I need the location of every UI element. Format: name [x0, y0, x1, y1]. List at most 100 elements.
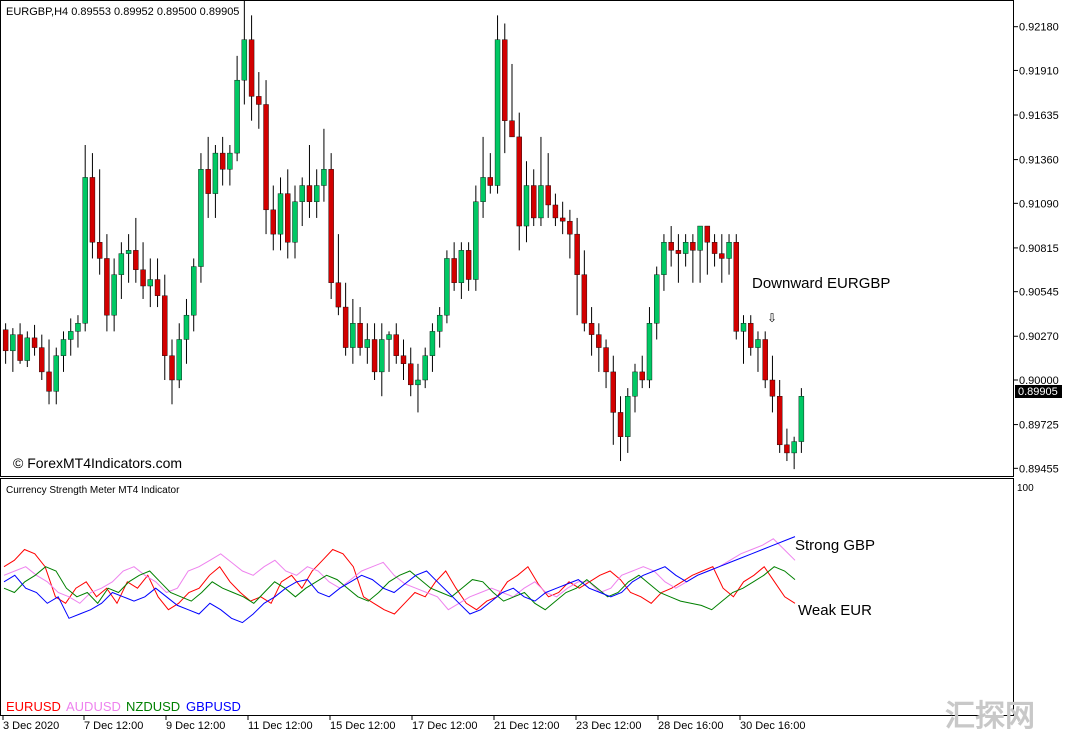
strength-line-gbpusd: [3, 536, 796, 624]
indicator-top-label: 100: [1017, 483, 1034, 494]
time-tick-label: 11 Dec 12:00: [248, 720, 313, 732]
candle-body: [248, 39, 255, 97]
candle-body: [285, 193, 291, 243]
candle-body: [617, 412, 624, 437]
candle-body: [89, 177, 96, 243]
candle-body: [668, 242, 674, 251]
time-tick-label: 3 Dec 2020: [3, 720, 59, 732]
candle-body: [610, 371, 616, 413]
candle-body: [154, 279, 161, 296]
candle-body: [422, 355, 428, 381]
price-tick-label: 0.89725: [1019, 420, 1059, 432]
candle-body: [465, 250, 472, 280]
time-tick-label: 21 Dec 12:00: [494, 720, 559, 732]
candle-body: [653, 274, 660, 324]
strength-lines-layer: [3, 536, 796, 624]
candle-body: [726, 242, 732, 259]
candle-body: [538, 185, 544, 219]
candle-body: [2, 329, 9, 352]
annotation-downward: Downward EURGBP: [752, 275, 890, 292]
candle-body: [96, 242, 103, 259]
candle-body: [596, 334, 602, 348]
candle-body: [393, 334, 399, 356]
candle-body: [748, 323, 754, 348]
candle-body: [17, 334, 23, 361]
candle-body: [82, 177, 88, 324]
candle-body: [53, 355, 59, 392]
candle-body: [39, 347, 45, 373]
candle-body: [75, 323, 81, 332]
candle-body: [704, 225, 711, 243]
candle-body: [140, 269, 146, 287]
indicator-title: Currency Strength Meter MT4 Indicator: [6, 485, 180, 496]
candle-body: [451, 258, 457, 283]
legend-eurusd: EURUSD: [6, 699, 61, 714]
candle-body: [46, 371, 52, 392]
candle-body: [104, 258, 110, 316]
candle-body: [690, 242, 696, 251]
candle-body: [711, 242, 718, 254]
label-strong-gbp: Strong GBP: [795, 537, 875, 554]
candle-body: [581, 274, 588, 324]
legend: EURUSD AUDUSD NZDUSD GBPUSD: [6, 699, 241, 714]
candle-body: [408, 363, 414, 386]
candle-body: [169, 355, 175, 381]
indicator-panel-frame: [0, 478, 1014, 716]
candle-body: [328, 169, 334, 283]
time-axis: 3 Dec 2020 7 Dec 12:00 9 Dec 12:00 11 Dec 1…: [2, 716, 805, 732]
candle-body: [162, 295, 168, 356]
candle-body: [176, 339, 182, 381]
candle-body: [212, 152, 219, 194]
candle-body: [798, 396, 805, 442]
current-price-box: [1015, 385, 1062, 398]
candle-body: [784, 444, 790, 454]
candle-body: [625, 396, 631, 437]
candle-body: [292, 201, 298, 243]
candle-body: [682, 242, 689, 254]
candle-body: [769, 379, 776, 397]
price-tick-label: 0.90815: [1019, 243, 1059, 255]
candle-body: [183, 314, 190, 340]
candle-body: [509, 120, 515, 138]
candle-body: [147, 279, 154, 287]
candle-body: [133, 250, 139, 270]
candle-body: [219, 152, 226, 170]
candle-body: [552, 204, 559, 219]
candle-body: [400, 355, 407, 364]
candle-body: [227, 152, 233, 170]
strength-line-eurusd: [3, 548, 796, 615]
candle-body: [531, 185, 537, 219]
label-weak-eur: Weak EUR: [798, 602, 872, 619]
candle-body: [567, 220, 573, 235]
candle-body: [306, 185, 313, 202]
candle-body: [191, 266, 197, 316]
candle-body: [436, 314, 443, 332]
price-tick-label: 0.91910: [1019, 65, 1059, 77]
candle-body: [335, 282, 342, 308]
candle-body: [118, 253, 125, 275]
time-tick-label: 28 Dec 16:00: [658, 720, 723, 732]
candle-body: [415, 379, 421, 386]
strength-line-nzdusd: [3, 566, 796, 611]
candle-body: [379, 339, 385, 373]
candle-body: [198, 169, 204, 267]
candle-body: [241, 39, 248, 81]
candle-body: [603, 347, 609, 373]
candle-body: [661, 242, 667, 275]
candle-body: [545, 185, 551, 206]
candle-body: [740, 323, 747, 332]
candle-body: [371, 339, 378, 373]
price-tick-label: 0.90000: [1019, 375, 1059, 387]
candle-body: [31, 337, 38, 348]
candle-body: [313, 185, 320, 202]
candle-body: [263, 104, 269, 211]
candle-body: [473, 201, 479, 280]
candle-body: [480, 177, 486, 202]
candle-body: [559, 217, 566, 222]
candle-body: [675, 250, 682, 254]
candle-body: [776, 396, 783, 446]
chart-header: EURGBP,H4 0.89553 0.89952 0.89500 0.8990…: [6, 6, 239, 18]
candle-body: [10, 334, 16, 352]
time-tick-label: 23 Dec 12:00: [576, 720, 641, 732]
